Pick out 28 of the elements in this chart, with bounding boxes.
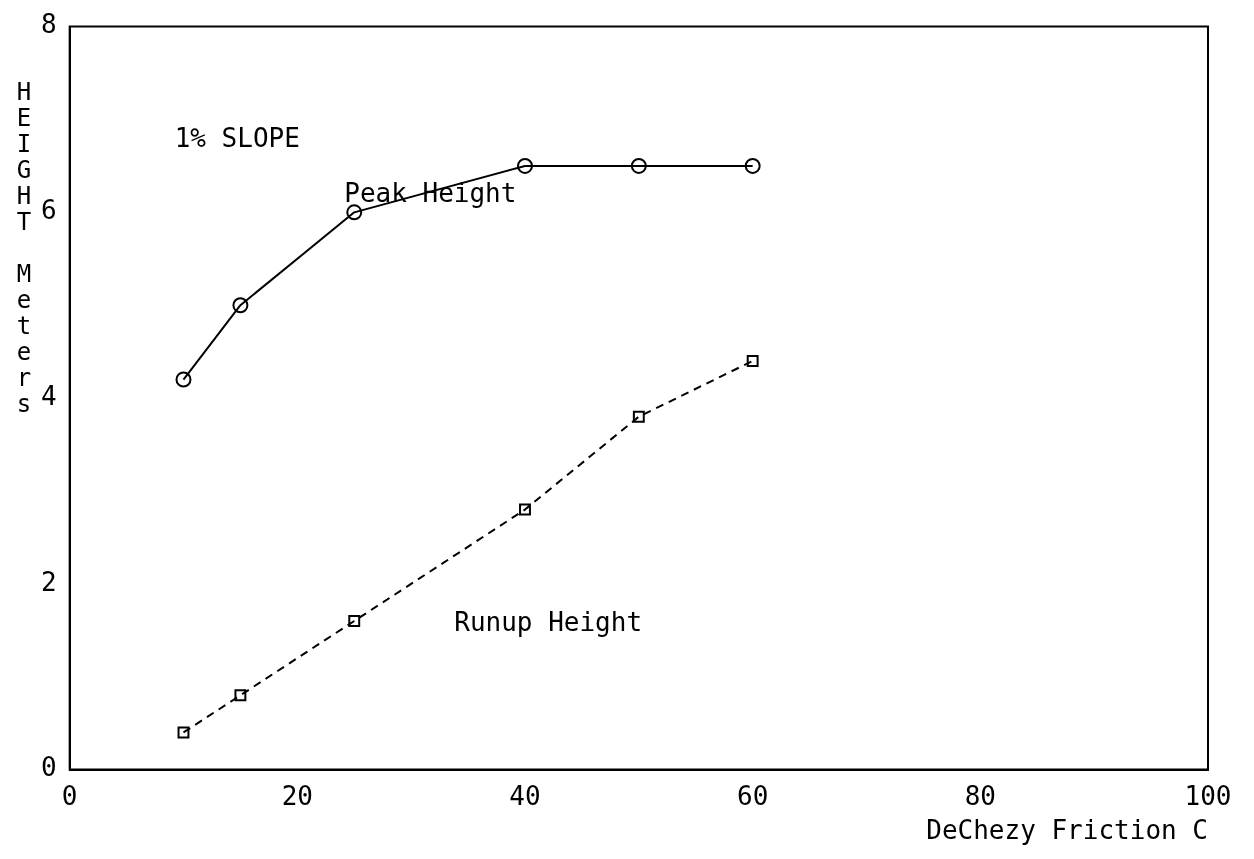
annotation: 1% SLOPE <box>174 122 300 153</box>
x-tick-label: 20 <box>281 780 313 811</box>
y-tick-label: 2 <box>41 566 57 597</box>
point <box>232 297 249 314</box>
point <box>632 410 645 423</box>
y-tick-label: 6 <box>41 195 57 226</box>
y-tick-label: 0 <box>41 752 57 783</box>
x-tick-label: 60 <box>737 780 769 811</box>
point <box>234 689 247 702</box>
x-tick-label: 100 <box>1184 780 1232 811</box>
y-tick-label: 4 <box>41 380 57 411</box>
series-label: Runup Height <box>454 607 643 637</box>
point <box>519 503 531 516</box>
point <box>746 355 759 367</box>
point <box>630 157 647 174</box>
x-tick-label: 40 <box>509 780 541 811</box>
point <box>346 204 363 221</box>
x-tick-label: 0 <box>61 780 78 811</box>
point <box>516 157 533 174</box>
point <box>744 157 761 174</box>
series-label: Peak Height <box>344 178 517 209</box>
point <box>175 371 192 388</box>
x-tick-label: 80 <box>964 780 996 811</box>
x-axis-title: DeChezy Friction C <box>926 815 1208 846</box>
point <box>177 726 190 739</box>
y-axis-title: HEIGHT Meters <box>9 78 38 416</box>
point <box>348 615 361 627</box>
y-tick-label: 8 <box>41 9 57 40</box>
